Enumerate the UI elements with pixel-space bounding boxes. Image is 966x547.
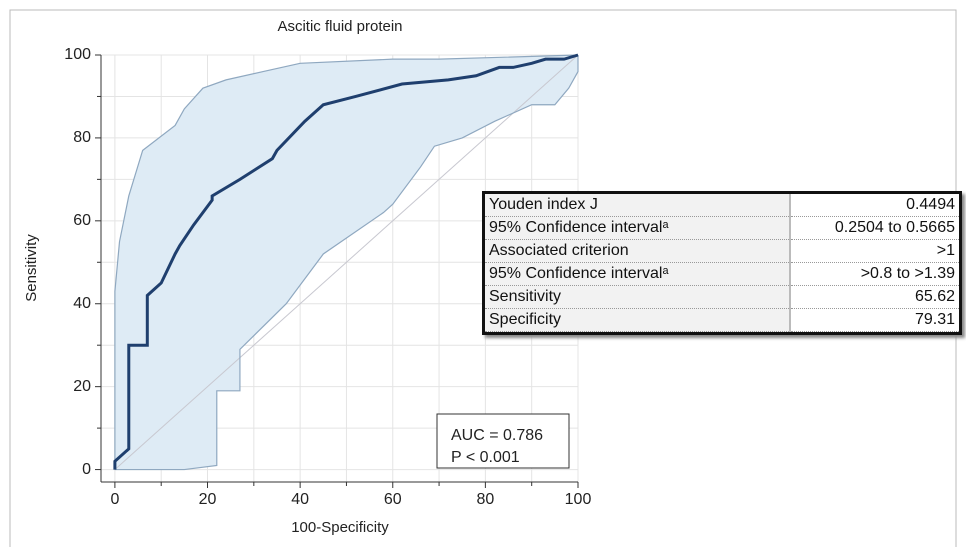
table-row: Sensitivity 65.62 (485, 285, 959, 309)
annotation: AUC = 0.786 (451, 427, 543, 444)
chart-title: Ascitic fluid protein (277, 18, 402, 35)
annotation-box (436, 413, 570, 469)
y-tick-label: 20 (73, 378, 91, 395)
y-tick-label: 0 (82, 461, 91, 478)
y-axis-label: Sensitivity (23, 234, 40, 302)
label-cell: Sensitivity (485, 285, 790, 309)
label-cell: 95% Confidence intervalᵃ (485, 262, 790, 286)
label-cell: Specificity (485, 308, 790, 332)
table-row: 95% Confidence intervalᵃ 0.2504 to 0.5665 (485, 216, 959, 240)
label-cell: 95% Confidence intervalᵃ (485, 216, 790, 240)
table: Youden index J 0.4494 95% Confidence inter… (485, 194, 959, 332)
table-row: Youden index J 0.4494 (485, 194, 959, 217)
table-row: Specificity 79.31 (485, 308, 959, 332)
y-tick-label: 60 (73, 212, 91, 229)
value-cell: 0.2504 to 0.5665 (789, 216, 959, 240)
value-cell: 65.62 (789, 285, 959, 309)
x-tick-label: 20 (199, 491, 217, 508)
value-cell: 79.31 (789, 308, 959, 332)
reference-diagonal (114, 54, 579, 470)
result-table: Youden index J 0.4494 95% Confidence inter… (482, 191, 962, 335)
x-axis-label: 100-Specificity (291, 519, 389, 536)
x-tick-label: 40 (291, 491, 309, 508)
table-row: 95% Confidence intervalᵃ >0.8 to >1.39 (485, 262, 959, 286)
table-row: Associated criterion >1 (485, 239, 959, 263)
value-cell: 0.4494 (789, 194, 959, 217)
ci-upper-line (114, 54, 579, 470)
y-tick-label: 80 (73, 129, 91, 146)
value-cell: >1 (789, 239, 959, 263)
x-tick-label: 80 (476, 491, 494, 508)
value-cell: >0.8 to >1.39 (789, 262, 959, 286)
y-tick-label: 40 (73, 295, 91, 312)
x-tick-label: 60 (384, 491, 402, 508)
x-tick-label: 0 (110, 491, 119, 508)
label-cell: Youden index J (485, 194, 790, 217)
x-tick-label: 100 (565, 491, 592, 508)
ci-lower-line (114, 55, 579, 471)
label-cell: Associated criterion (485, 239, 790, 263)
y-tick-label: 100 (64, 46, 91, 63)
roc-curve (113, 53, 579, 470)
annotation: P < 0.001 (451, 449, 520, 466)
